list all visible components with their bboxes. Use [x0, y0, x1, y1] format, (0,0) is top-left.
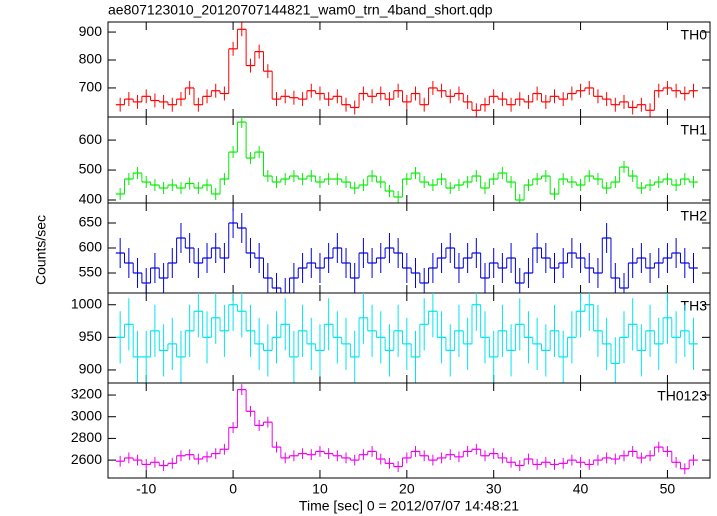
y-tick-label: 950: [79, 328, 103, 344]
panel-plot: [115, 208, 698, 293]
panel-plot: [115, 117, 698, 203]
y-tick-label: 2600: [71, 451, 102, 467]
x-tick-label: 10: [312, 481, 328, 497]
x-tick-label: 50: [660, 481, 676, 497]
x-tick-label: -10: [136, 481, 156, 497]
y-tick-label: 550: [79, 264, 103, 280]
y-tick-label: 900: [79, 361, 103, 377]
y-tick-label: 600: [79, 239, 103, 255]
x-tick-label: 0: [229, 481, 237, 497]
x-axis-label: Time [sec] 0 = 2012/07/07 14:48:21: [299, 498, 519, 514]
y-axis-label: Counts/sec: [33, 215, 49, 285]
y-tick-label: 500: [79, 161, 103, 177]
y-tick-label: 2800: [71, 429, 102, 445]
x-tick-label: 20: [399, 481, 415, 497]
panel-label: TH0: [681, 27, 708, 43]
y-tick-label: 400: [79, 191, 103, 207]
chart-title: ae807123010_20120707144821_wam0_trn_4ban…: [108, 2, 493, 18]
y-tick-label: 3000: [71, 407, 102, 423]
y-tick-label: 650: [79, 214, 103, 230]
x-tick-label: 30: [486, 481, 502, 497]
panel-label: TH1: [681, 122, 708, 138]
y-tick-label: 900: [79, 23, 103, 39]
panel-label: TH3: [681, 298, 708, 314]
x-tick-label: 40: [573, 481, 589, 497]
y-tick-label: 800: [79, 51, 103, 67]
y-tick-label: 700: [79, 79, 103, 95]
panel-label: TH2: [681, 208, 708, 224]
panel-label: TH0123: [657, 388, 707, 404]
panel-plot: [115, 293, 698, 383]
panel-plot: [115, 384, 698, 475]
y-tick-label: 600: [79, 131, 103, 147]
y-tick-label: 1000: [71, 295, 102, 311]
panel-plot: [115, 22, 698, 117]
y-tick-label: 3200: [71, 386, 102, 402]
panel-frame: [107, 382, 711, 479]
